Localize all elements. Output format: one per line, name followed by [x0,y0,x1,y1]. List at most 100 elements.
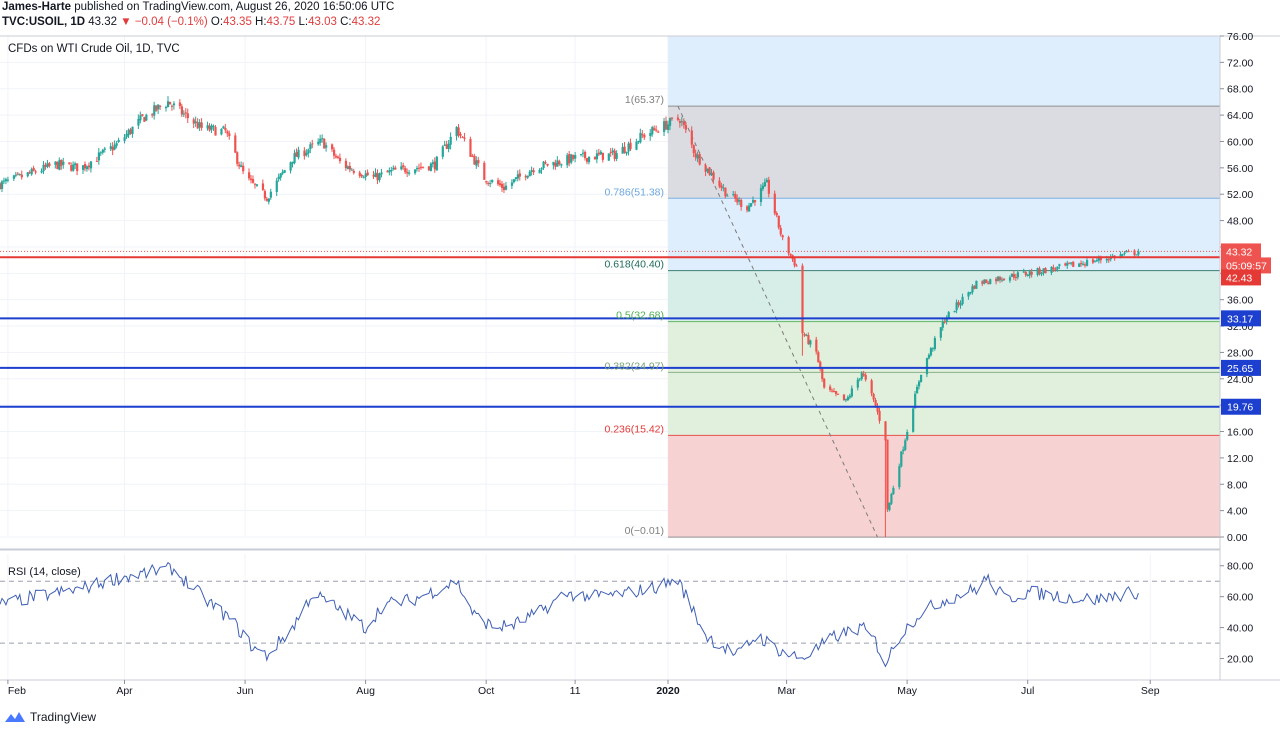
candle-body [48,163,51,166]
candle-body [904,440,907,450]
candle-body [153,105,156,116]
candle-body [414,169,417,174]
candle-body [957,302,960,305]
symbol-label: TVC:USOIL, 1D [2,16,86,28]
candle-body [556,160,559,167]
candle-body [848,395,852,398]
candle-body [781,235,784,238]
candle-body [471,155,474,157]
y-tick-label: 56.00 [1227,163,1253,175]
candle-body [793,258,796,266]
candle-body [1026,274,1029,276]
candle-body [789,253,792,256]
price-change: ▼ −0.04 (−0.1%) [120,16,208,28]
candle-body [76,163,79,172]
candle-body [184,112,187,114]
candle-body [1016,272,1020,278]
candle-body [283,170,286,173]
price-badge [1221,269,1261,286]
candle-body [46,163,49,168]
candle-body [680,121,684,123]
candle-body [291,161,294,164]
candle-body [20,174,23,178]
candle-body [878,410,881,421]
candle-body [212,125,215,127]
candle-body [485,180,488,183]
candle-body [1044,268,1047,274]
candle-body [694,153,697,158]
candle-body [1054,268,1057,270]
candle-body [568,154,571,164]
candle-body [941,321,944,328]
candle-body [192,119,195,124]
candle-body [178,102,182,107]
candle-body [109,146,112,149]
candle-body [323,138,326,149]
candle-body [500,183,504,188]
x-tick-label: Apr [116,685,133,697]
high-label: H: [255,16,267,28]
candle-body [751,199,755,203]
candle-body [1091,259,1095,263]
candle-body [1068,262,1071,264]
candle-body [833,390,836,392]
candle-body [331,144,334,150]
candle-body [829,386,832,391]
candle-body [214,126,217,136]
candle-body [346,166,350,169]
candle-body [224,127,227,131]
candle-body [431,162,435,165]
candle-body [682,121,686,125]
candle-body [447,143,450,150]
candle-body [917,381,921,387]
candle-body [16,173,19,175]
candle-body [113,144,116,150]
candle-body [1133,250,1136,255]
candle-body [402,165,405,168]
candle-body [186,113,189,119]
candle-body [943,321,946,323]
candle-body [338,157,342,162]
candle-body [1072,261,1075,267]
candle-body [967,292,970,297]
candle-body [989,279,992,285]
candle-body [421,166,425,168]
candle-body [678,121,682,123]
candle-body [463,137,466,139]
candle-body [969,292,972,294]
candle-body [504,185,508,190]
rsi-line [0,561,1139,668]
candle-body [419,166,423,168]
rsi-title: RSI (14, close) [8,566,81,578]
y-tick-label: 76.00 [1227,31,1253,43]
candle-body [445,144,448,149]
candle-body [74,163,77,166]
candle-body [516,174,519,179]
candle-body [560,164,563,166]
candle-body [275,180,278,192]
candle-body [919,374,923,382]
candle-body [607,153,610,161]
candle-body [947,312,950,318]
y-tick-label: 28.00 [1227,347,1253,359]
candle-body [386,171,389,173]
candle-body [1099,258,1103,261]
y-tick-label: 24.00 [1227,374,1253,386]
candle-body [236,152,239,164]
y-tick-label: 68.00 [1227,84,1253,96]
candle-body [242,165,245,172]
candle-body [429,163,433,171]
candle-body [228,133,231,137]
fib-zone-above [668,36,1220,107]
candle-body [157,104,160,110]
candle-body [400,166,403,170]
candle-body [62,161,65,165]
candle-body [1052,267,1055,270]
candle-body [696,154,699,159]
candle-body [698,154,701,165]
candle-body [710,173,713,176]
candle-body [279,173,282,178]
candle-body [416,168,419,170]
candle-body [773,193,776,214]
